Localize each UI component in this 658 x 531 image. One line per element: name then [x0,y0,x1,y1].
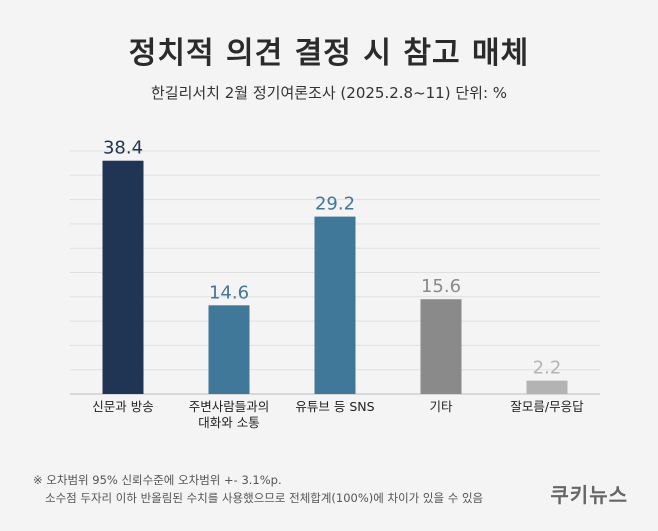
category-label: 잘모름/무응답 [510,399,584,414]
category-label: 유튜브 등 SNS [295,399,374,414]
data-label: 2.2 [533,358,562,379]
brand-logo: 쿠키뉴스 [550,483,628,507]
category-label: 신문과 방송 [92,399,153,414]
chart-title: 정치적 의견 결정 시 참고 매체 [128,36,530,71]
bar [314,216,356,394]
data-label: 15.6 [421,276,461,297]
footnote-line-1: ※ 오차범위 95% 신뢰수준에 오차범위 +- 3.1%p. [33,473,282,487]
category-label: 기타 [429,399,453,414]
bar [526,380,568,394]
category-label: 대화와 소통 [198,415,259,430]
bar [208,305,250,394]
bar [102,160,144,394]
bar [420,299,462,394]
data-label: 14.6 [209,282,249,303]
chart-subtitle: 한길리서치 2월 정기여론조사 (2025.2.8~11) 단위: % [150,84,508,102]
footnote-line-2: 소수점 두자리 이하 반올림된 수치를 사용했으므로 전체합계(100%)에 차… [45,491,484,505]
data-label: 29.2 [315,194,355,215]
data-label: 38.4 [103,138,143,159]
category-label: 주변사람들과의 [189,399,270,414]
